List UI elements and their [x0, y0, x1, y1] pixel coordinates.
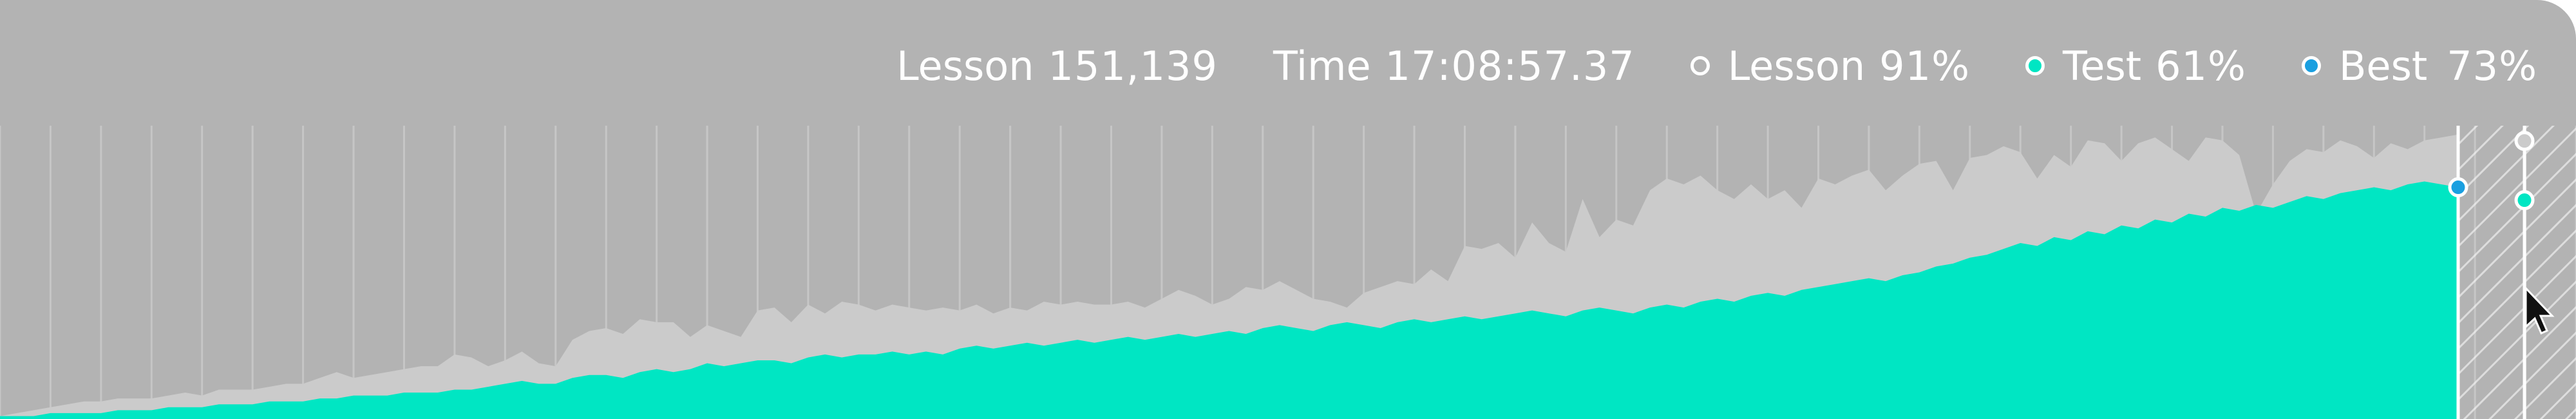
test-accuracy-area — [0, 181, 2458, 419]
time-value: 17:08:57.37 — [1385, 42, 1635, 90]
test-accuracy-legend[interactable]: Test 61% — [2025, 43, 2246, 90]
best-accuracy-label: Best — [2338, 42, 2428, 90]
lesson-accuracy-value: 91% — [1879, 42, 1970, 90]
best-accuracy-value: 73% — [2447, 42, 2537, 90]
hover-test-marker — [2514, 190, 2535, 211]
test-accuracy-label: Test — [2062, 42, 2142, 90]
lesson-accuracy-legend[interactable]: Lesson 91% — [1690, 43, 1970, 90]
best-accuracy-marker — [2448, 177, 2468, 198]
future-region-hatch — [2458, 126, 2576, 419]
stats-bar: Lesson 151,139 Time 17:08:57.37 Lesson 9… — [0, 40, 2537, 92]
elapsed-time-stat: Time 17:08:57.37 — [1273, 43, 1635, 90]
test-legend-dot-icon — [2025, 56, 2045, 75]
best-legend-dot-icon — [2301, 56, 2321, 75]
lesson-count-value: 151,139 — [1048, 42, 1218, 90]
mouse-cursor-icon — [2524, 286, 2555, 335]
best-accuracy-legend[interactable]: Best 73% — [2301, 42, 2537, 90]
test-accuracy-value: 61% — [2155, 42, 2246, 90]
time-label: Time — [1273, 42, 1371, 90]
lesson-count-label: Lesson — [896, 42, 1034, 90]
lesson-count-stat: Lesson 151,139 — [896, 43, 1218, 90]
hover-lesson-marker — [2514, 131, 2535, 151]
lesson-accuracy-label: Lesson — [1727, 42, 1866, 90]
lesson-legend-dot-icon — [1690, 56, 1710, 75]
